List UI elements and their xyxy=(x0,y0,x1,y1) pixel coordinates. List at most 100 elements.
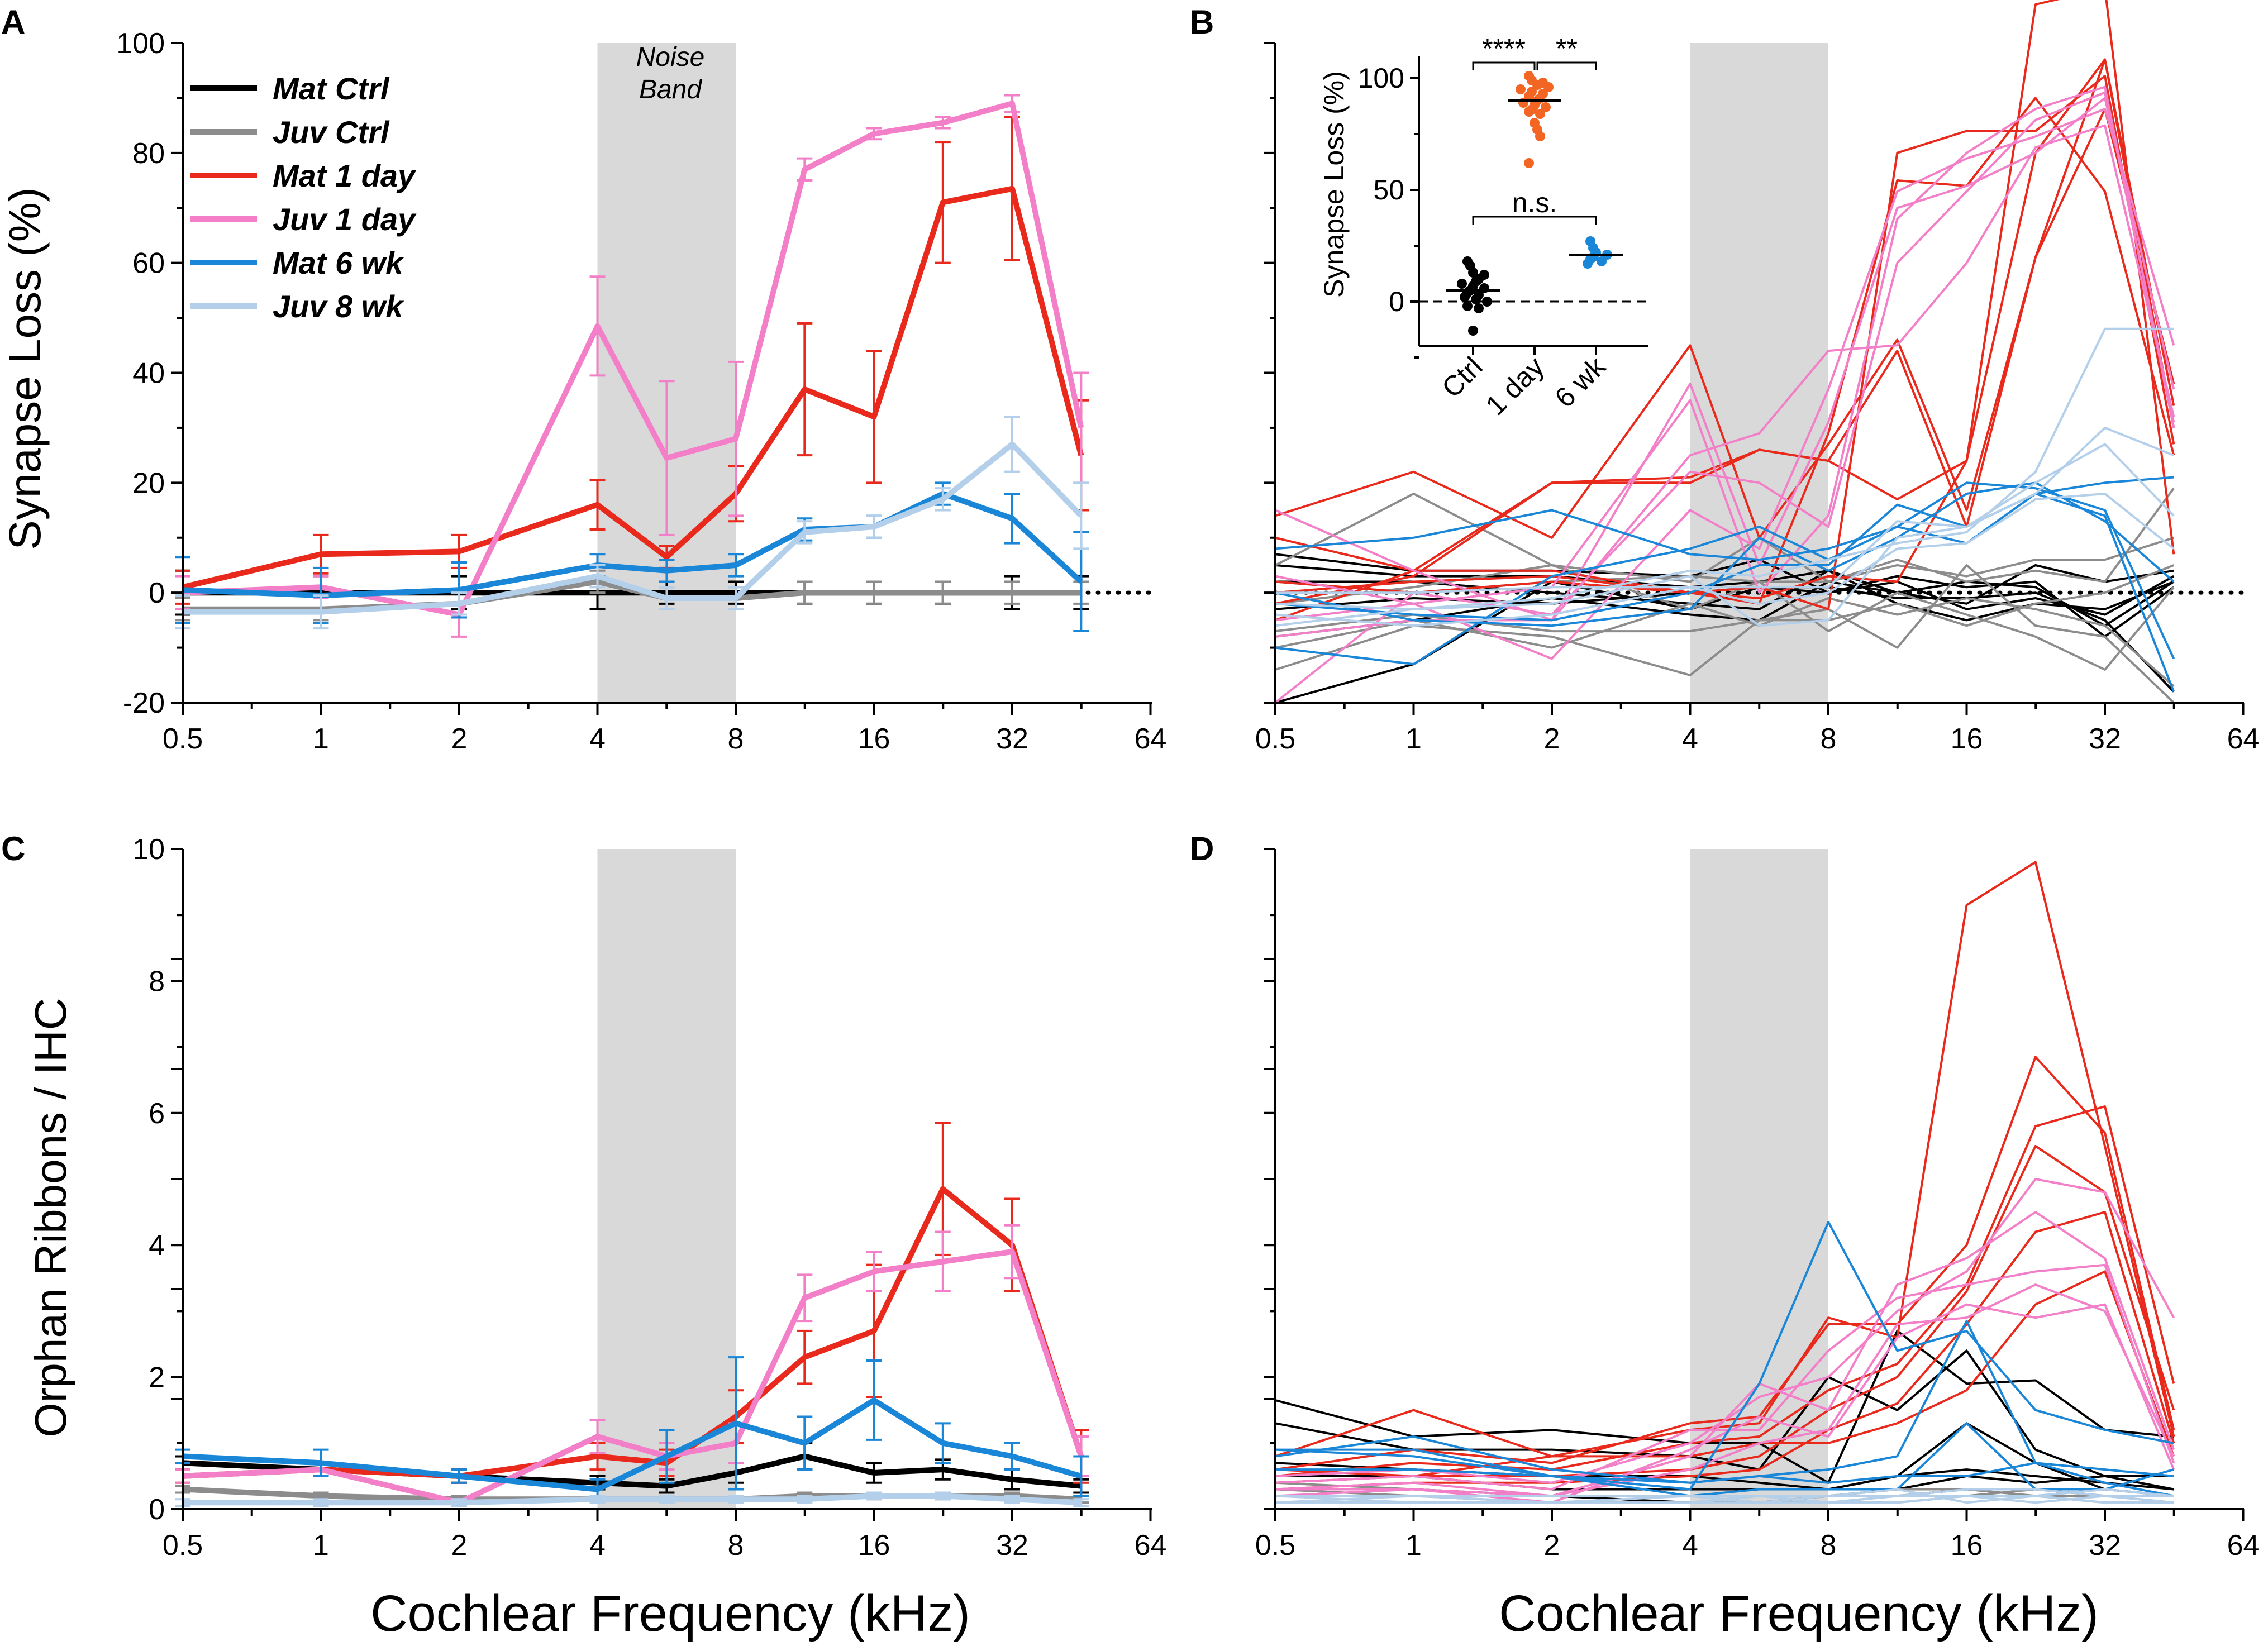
x-tick-label-b: 16 xyxy=(1951,723,1983,755)
noise-band-label-line2: Band xyxy=(639,75,702,104)
inset-point-ctrl xyxy=(1468,268,1478,278)
x-tick-label-a: 4 xyxy=(589,723,606,755)
x-tick-label-b: 1 xyxy=(1405,723,1422,755)
inset-point-1-day xyxy=(1524,91,1534,101)
series-juv-1-day-d-animal-1 xyxy=(1275,1178,2175,1484)
series-juv-1-day-b-animal-3 xyxy=(1275,85,2175,605)
noise-band-d xyxy=(1690,849,1828,1509)
series-juv-8-wk-d xyxy=(1275,1488,2174,1504)
x-tick-label-d: 0.5 xyxy=(1255,1529,1295,1562)
inset-significance-label: ** xyxy=(1556,33,1578,64)
y-tick-label-a: 80 xyxy=(132,137,165,170)
inset-point-ctrl xyxy=(1457,279,1467,289)
series-mat-6-wk-d-animal-4 xyxy=(1275,1448,2174,1497)
series-juv-8-wk-d-animal-4 xyxy=(1275,1495,2174,1504)
inset-point-1-day xyxy=(1518,98,1528,108)
series-juv-1-day-d-animal-4 xyxy=(1275,1283,2175,1497)
x-tick-label-a: 8 xyxy=(728,723,744,755)
legend: Mat Ctrl Juv Ctrl Mat 1 day Juv 1 day Mat 6 … xyxy=(190,71,417,324)
x-tick-label-c: 32 xyxy=(996,1529,1028,1562)
x-tick-label-c: 64 xyxy=(1135,1529,1167,1562)
inset-point-1-day xyxy=(1524,158,1534,168)
series-mat-1-day-b xyxy=(1275,0,2175,622)
inset-point-ctrl xyxy=(1471,294,1481,304)
x-tick-label-a: 2 xyxy=(451,723,468,755)
panel-c-ylabel: Orphan Ribbons / IHC xyxy=(26,998,75,1437)
series-mat-6-wk-a-mean-line xyxy=(182,491,1083,599)
series-mat-1-day-b-animal-4 xyxy=(1275,75,2175,610)
legend-label-mat-1-day: Mat 1 day xyxy=(273,158,417,193)
y-tick-label-c: 2 xyxy=(149,1362,165,1394)
y-tick-label-c: 10 xyxy=(132,833,165,866)
panel-d-letter: D xyxy=(1190,830,1214,867)
y-tick-label-c: 8 xyxy=(149,965,165,998)
inset-point-1-day xyxy=(1535,131,1545,141)
inset-group-6-wk xyxy=(1569,236,1623,269)
inset-point-1-day xyxy=(1541,102,1551,112)
series-juv-1-day-b-animal-4 xyxy=(1275,97,2175,638)
legend-label-juv-ctrl: Juv Ctrl xyxy=(273,114,390,150)
series-juv-1-day-d-animal-5 xyxy=(1275,1303,2175,1504)
panel-a: A -20 0 20 40 60 80 100 0.5 1 2 4 8 16 32 64 Synapse L… xyxy=(0,3,1166,755)
series-juv-ctrl-b-animal-6 xyxy=(1275,597,2175,688)
y-tick-label-a: 100 xyxy=(116,27,165,60)
inset-group-1-day xyxy=(1508,71,1561,168)
panel-a-ylabel: Synapse Loss (%) xyxy=(0,187,50,550)
y-tick-label-a: 0 xyxy=(149,577,165,609)
series-juv-8-wk-b xyxy=(1275,327,2175,627)
x-tick-label-c: 16 xyxy=(858,1529,890,1562)
panel-c: C 0 2 4 6 8 10 0.5 1 2 4 8 16 32 64 Orphan Ribbons / … xyxy=(1,830,1166,1642)
inset-point-1-day xyxy=(1516,84,1526,94)
series-juv-8-wk-c xyxy=(175,1491,1089,1507)
inset-x-tick-label: Ctrl xyxy=(1436,351,1489,404)
inset-point-6-wk xyxy=(1583,259,1593,269)
x-tick-label-d: 8 xyxy=(1821,1529,1837,1562)
series-juv-8-wk-a xyxy=(175,416,1089,630)
noise-band-label-line1: Noise xyxy=(636,42,705,72)
x-tick-label-a: 0.5 xyxy=(163,723,203,755)
series-mat-6-wk-d xyxy=(1275,1220,2174,1497)
series-juv-8-wk-b-animal-1 xyxy=(1275,327,2174,610)
inset-group-ctrl xyxy=(1446,256,1500,336)
legend-label-mat-ctrl: Mat Ctrl xyxy=(273,71,390,106)
x-tick-label-b: 8 xyxy=(1821,723,1837,755)
series-juv-1-day-d-animal-2 xyxy=(1275,1211,2175,1497)
inset-point-ctrl xyxy=(1474,303,1484,313)
inset-point-ctrl xyxy=(1460,292,1470,302)
series-mat-6-wk-d-animal-3 xyxy=(1275,1422,2174,1497)
inset-point-1-day xyxy=(1543,82,1554,92)
x-tick-label-b: 0.5 xyxy=(1255,723,1295,755)
inset-point-ctrl xyxy=(1482,297,1492,307)
y-tick-label-a: -20 xyxy=(123,687,165,719)
x-tick-label-c: 8 xyxy=(728,1529,744,1562)
y-tick-label-a: 40 xyxy=(132,357,165,390)
inset-x-tick-label: 1 day xyxy=(1480,351,1550,421)
series-juv-1-day-b-animal-2 xyxy=(1274,91,2175,704)
series-juv-8-wk-b-animal-2 xyxy=(1275,426,2175,594)
series-mat-1-day-d-animal-1 xyxy=(1275,861,2175,1458)
inset-point-1-day xyxy=(1532,80,1542,90)
panel-a-letter: A xyxy=(1,3,25,41)
x-tick-label-d: 16 xyxy=(1951,1529,1983,1562)
series-juv-1-day-d-animal-3 xyxy=(1275,1263,2175,1491)
x-tick-label-a: 1 xyxy=(313,723,329,755)
x-tick-label-b: 64 xyxy=(2227,723,2260,755)
y-tick-label-c: 4 xyxy=(149,1229,165,1262)
series-mat-1-day-b-animal-1 xyxy=(1275,108,2175,539)
series-mat-6-wk-d-animal-1 xyxy=(1275,1220,2174,1491)
x-tick-label-c: 2 xyxy=(451,1529,468,1562)
series-juv-ctrl-b-animal-5 xyxy=(1275,564,2175,671)
series-mat-1-day-b-animal-3 xyxy=(1275,58,2175,572)
panel-c-xlabel: Cochlear Frequency (kHz) xyxy=(370,1585,970,1642)
series-juv-1-day-d xyxy=(1275,1178,2175,1504)
x-tick-label-d: 32 xyxy=(2089,1529,2121,1562)
inset-significance-label: **** xyxy=(1482,33,1526,64)
y-tick-label-a: 20 xyxy=(132,467,165,499)
panel-d-xlabel: Cochlear Frequency (kHz) xyxy=(1499,1585,2099,1642)
legend-label-juv-1-day: Juv 1 day xyxy=(273,202,417,237)
series-juv-8-wk-b-animal-3 xyxy=(1275,443,2175,627)
x-tick-label-d: 64 xyxy=(2227,1529,2260,1562)
inset-point-6-wk xyxy=(1597,256,1607,266)
series-juv-1-day-b xyxy=(1274,85,2175,704)
